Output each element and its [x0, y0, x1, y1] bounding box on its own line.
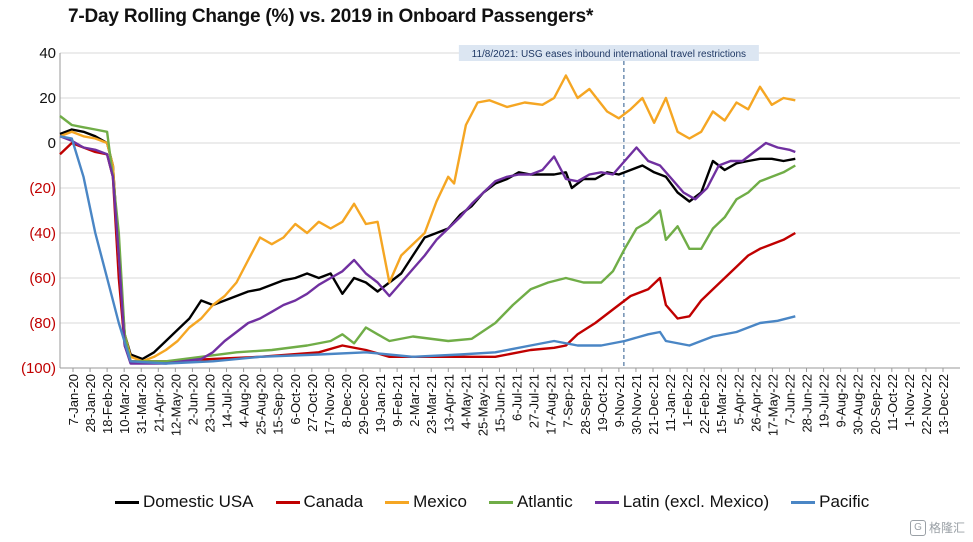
x-tick-label: 9-Aug-22 [834, 374, 849, 427]
x-tick-label: 28-Jun-22 [800, 374, 815, 433]
x-tick-label: 25-Aug-20 [254, 374, 269, 435]
legend-item: Domestic USA [115, 492, 254, 512]
x-tick-label: 9-Nov-21 [612, 374, 627, 427]
x-tick-label: 8-Dec-20 [339, 374, 354, 427]
watermark: G 格隆汇 [909, 519, 965, 536]
x-tick-label: 6-Oct-20 [288, 374, 303, 425]
x-tick-label: 2-Mar-21 [407, 374, 422, 427]
x-tick-label: 15-Mar-22 [714, 374, 729, 434]
x-tick-label: 1-Feb-22 [680, 374, 695, 427]
series-lines [59, 74, 796, 365]
y-tick-label: 40 [39, 45, 56, 62]
x-tick-label: 9-Feb-21 [390, 374, 405, 427]
x-tick-label: 20-Sep-22 [868, 374, 883, 435]
x-tick-label: 14-Jul-20 [220, 374, 235, 428]
x-tick-label: 19-Jan-21 [373, 374, 388, 433]
legend-swatch [594, 500, 619, 504]
x-tick-label: 19-Jul-22 [817, 374, 832, 428]
chart-title: 7-Day Rolling Change (%) vs. 2019 in Onb… [68, 6, 594, 27]
x-axis: 7-Jan-20 28-Jan-20 18-Feb-20 10-Mar-20 31-Ma… [66, 368, 951, 436]
y-tick-label: (80) [29, 315, 56, 332]
x-tick-label: 23-Jun-20 [202, 374, 217, 433]
x-tick-label: 22-Nov-22 [919, 374, 934, 435]
x-tick-label: 10-Mar-20 [117, 374, 132, 434]
legend-item: Mexico [385, 492, 467, 512]
x-tick-label: 2-Jun-20 [185, 374, 200, 425]
x-tick-label: 17-May-22 [765, 374, 780, 436]
x-tick-label: 27-Jul-21 [527, 374, 542, 428]
annotation-text: 11/8/2021: USG eases inbound internation… [472, 49, 746, 60]
legend-item: Pacific [791, 492, 869, 512]
series-line-latin-excl-mexico [59, 135, 796, 365]
watermark-text: 格隆汇 [928, 521, 965, 535]
y-tick-label: 0 [48, 135, 56, 152]
x-tick-label: 12-May-20 [168, 374, 183, 436]
y-tick-label: (40) [29, 225, 56, 242]
gridlines [60, 52, 960, 369]
x-tick-label: 5-Apr-22 [731, 374, 746, 425]
y-tick-label: 20 [39, 90, 56, 107]
x-tick-label: 27-Oct-20 [305, 374, 320, 432]
legend: Domestic USA Canada Mexico Atlantic Latin (e… [115, 492, 891, 512]
watermark-logo-icon: G [909, 519, 926, 536]
x-tick-label: 21-Dec-21 [646, 374, 661, 435]
x-tick-label: 30-Aug-22 [851, 374, 866, 435]
legend-swatch [488, 500, 513, 504]
x-tick-label: 21-Apr-20 [151, 374, 166, 432]
x-tick-label: 4-May-21 [458, 374, 473, 429]
x-tick-label: 31-Mar-20 [134, 374, 149, 434]
x-tick-label: 17-Nov-20 [322, 374, 337, 435]
x-tick-label: 17-Aug-21 [544, 374, 559, 435]
x-tick-label: 6-Jul-21 [510, 374, 525, 421]
x-tick-label: 13-Dec-22 [936, 374, 951, 435]
x-tick-label: 23-Mar-21 [424, 374, 439, 434]
legend-swatch [791, 500, 816, 504]
annotation-box [458, 45, 759, 61]
x-tick-label: 7-Jan-20 [66, 374, 81, 425]
series-line-pacific [59, 135, 796, 365]
series-line-domestic-usa [59, 128, 796, 361]
legend-swatch [385, 500, 410, 504]
legend-item: Latin (excl. Mexico) [594, 492, 770, 512]
y-axis: 40 20 0 (20) (40) (60) (80) (100) [21, 45, 960, 377]
x-tick-label: 1-Nov-22 [902, 374, 917, 427]
series-line-mexico [59, 74, 796, 363]
x-tick-label: 29-Dec-20 [356, 374, 371, 435]
x-tick-label: 25-May-21 [475, 374, 490, 436]
x-tick-label: 11-Jan-22 [663, 374, 678, 432]
x-tick-label: 7-Sep-21 [561, 374, 576, 427]
x-tick-label: 15-Sep-20 [271, 374, 286, 435]
x-tick-label: 11-Oct-22 [885, 374, 900, 431]
y-tick-label: (100) [21, 360, 56, 377]
y-tick-label: (20) [29, 180, 56, 197]
legend-label: Mexico [413, 492, 467, 511]
x-tick-label: 28-Jan-20 [83, 374, 98, 433]
legend-swatch [275, 500, 300, 504]
x-tick-label: 7-Jun-22 [782, 374, 797, 425]
x-tick-label: 18-Feb-20 [100, 374, 115, 434]
legend-label: Pacific [819, 492, 870, 511]
legend-item: Atlantic [488, 492, 573, 512]
legend-swatch [115, 500, 139, 504]
legend-label: Atlantic [516, 492, 573, 511]
annotation-group: 11/8/2021: USG eases inbound internation… [458, 45, 759, 368]
x-tick-label: 4-Aug-20 [237, 374, 252, 427]
x-tick-label: 22-Feb-22 [697, 374, 712, 434]
x-tick-label: 15-Jun-21 [492, 374, 507, 433]
x-tick-label: 28-Sep-21 [578, 374, 593, 435]
x-tick-label: 30-Nov-21 [629, 374, 644, 435]
x-tick-label: 19-Oct-21 [595, 374, 610, 432]
legend-item: Canada [275, 492, 364, 512]
x-tick-label: 13-Apr-21 [441, 374, 456, 432]
legend-label: Latin (excl. Mexico) [622, 492, 770, 511]
legend-label: Domestic USA [143, 492, 254, 511]
x-tick-label: 26-Apr-22 [748, 374, 763, 432]
legend-label: Canada [303, 492, 364, 511]
y-tick-label: (60) [29, 270, 56, 287]
series-line-atlantic [59, 115, 796, 363]
